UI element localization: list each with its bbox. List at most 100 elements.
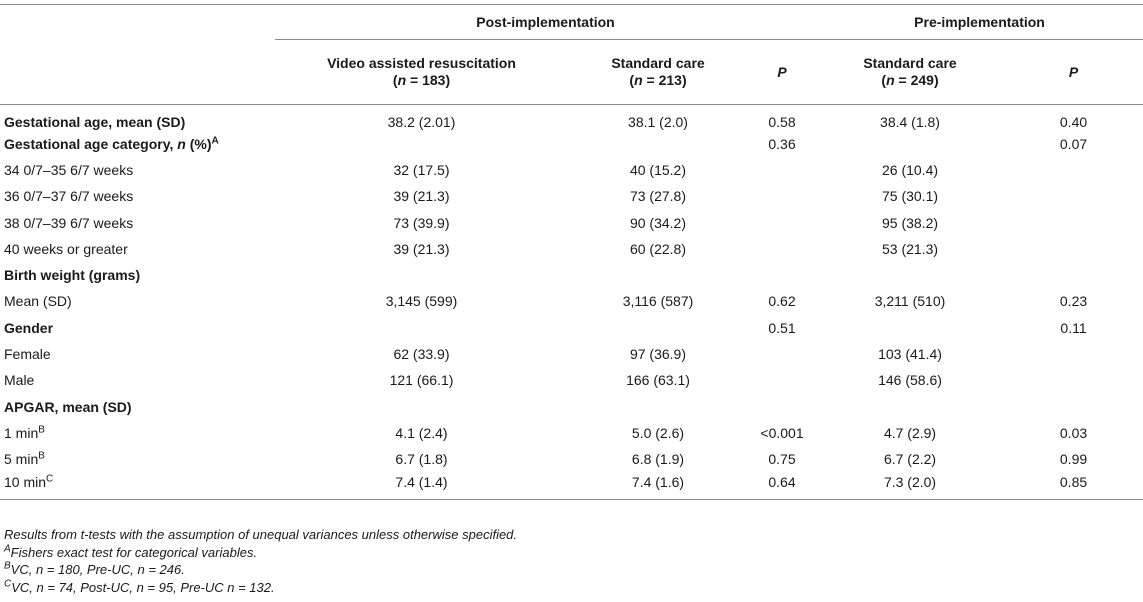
row-label-text: Male <box>4 372 35 389</box>
column-header-label: Standard care <box>863 55 957 71</box>
n-prefix: ( <box>629 72 635 88</box>
table-row: Gestational age category, n (%)A 0.36 0.07 <box>0 131 1143 157</box>
table-cell <box>748 210 816 236</box>
n-prefix: ( <box>881 72 887 88</box>
footnote-text: Results from t-tests with the assumption… <box>4 527 518 542</box>
table-cell: 103 (41.4) <box>878 346 942 363</box>
footnote: Results from t-tests with the assumption… <box>4 526 1134 544</box>
table-cell: 6.8 (1.9) <box>631 451 685 468</box>
row-label-text: Gestational age category, <box>4 135 178 152</box>
table-cell: 0.23 <box>1059 293 1088 310</box>
table-cell: 0.58 <box>768 114 796 130</box>
header-label-blank <box>0 39 275 105</box>
row-label-text: 36 0/7–37 6/7 weeks <box>4 188 134 205</box>
row-label: Mean (SD) <box>0 289 275 315</box>
row-label-text: 10 min <box>4 474 47 491</box>
n-suffix: = 183) <box>406 72 451 88</box>
row-label-var: n <box>177 135 186 152</box>
column-header-post-standard: Standard care (n = 213) <box>568 39 748 105</box>
table-cell: 6.7 (1.8) <box>395 451 448 468</box>
table-cell: 73 (39.9) <box>393 214 450 231</box>
row-label: Gestational age, mean (SD) <box>0 105 275 132</box>
table-cell: 0.51 <box>768 319 796 336</box>
row-label-text: 5 min <box>4 451 39 468</box>
footnote-marker: C <box>46 473 54 485</box>
table-cell: 0.62 <box>768 293 796 310</box>
row-label-text: (%) <box>185 135 212 152</box>
table-cell <box>1004 184 1143 210</box>
row-label-text: 40 weeks or greater <box>4 240 128 257</box>
table-cell: 7.3 (2.0) <box>816 472 1005 500</box>
table-cell: 0.40 <box>1059 114 1088 130</box>
table-footnotes: Results from t-tests with the assumption… <box>4 526 1134 596</box>
footnote-text: Fishers exact test for categorical varia… <box>10 544 258 560</box>
column-header-video: Video assisted resuscitation (n = 183) <box>275 39 568 105</box>
table-cell: 7.4 (1.6) <box>568 472 748 500</box>
column-header-pre-p: P <box>1004 39 1143 105</box>
table-cell <box>748 262 816 288</box>
row-label: Birth weight (grams) <box>0 262 275 288</box>
table-cell: 39 (21.3) <box>393 240 450 257</box>
table-cell: 5.0 (2.6) <box>631 424 685 441</box>
table-cell: 0.75 <box>768 451 796 468</box>
row-label-text: Gestational age, mean (SD) <box>4 114 186 130</box>
row-label-text: 1 min <box>4 424 39 441</box>
table-cell <box>748 184 816 210</box>
table-cell: 39 (21.3) <box>393 188 450 205</box>
table-cell: 0.64 <box>748 472 817 500</box>
n-var: n <box>634 72 643 88</box>
row-label: 36 0/7–37 6/7 weeks <box>0 184 275 210</box>
footnote-marker: A <box>211 134 219 146</box>
table-cell <box>1004 262 1143 288</box>
row-label: 10 minC <box>0 472 275 500</box>
demographics-table: Post-implementation Pre-implementation V… <box>0 4 1143 500</box>
table-cell <box>1004 210 1143 236</box>
table-cell <box>748 341 816 367</box>
table-row: 5 minB 6.7 (1.8) 6.8 (1.9) 0.75 6.7 (2.2) 0.9… <box>0 447 1143 473</box>
table-row: 1 minB 4.1 (2.4) 5.0 (2.6) <0.001 4.7 (2.9) 0… <box>0 420 1143 446</box>
n-suffix: = 213) <box>642 72 687 88</box>
table-cell: 32 (17.5) <box>393 161 450 178</box>
row-label: 1 minB <box>0 420 275 446</box>
table-cell: 3,116 (587) <box>622 293 694 310</box>
table-cell: 26 (10.4) <box>881 161 939 178</box>
column-header-label: Video assisted resuscitation <box>327 55 516 71</box>
table-cell <box>816 262 1004 288</box>
row-label: Female <box>0 341 275 367</box>
footnote-marker: B <box>4 560 11 572</box>
row-label: Male <box>0 368 275 394</box>
table-cell <box>275 262 568 288</box>
table-cell: 166 (63.1) <box>626 372 690 389</box>
row-label: Gestational age category, n (%)A <box>0 131 275 157</box>
footnote-text: VC, n = 180, Pre-UC, n = 246. <box>10 562 185 577</box>
table-row: Mean (SD) 3,145 (599) 3,116 (587) 0.62 3,211… <box>0 289 1143 315</box>
table-body: Gestational age, mean (SD) 38.2 (2.01) 38.… <box>0 105 1143 500</box>
footnote: AFishers exact test for categorical vari… <box>4 544 1134 562</box>
table-cell <box>1004 368 1143 394</box>
table-cell: 62 (33.9) <box>393 346 450 363</box>
table-cell <box>816 315 1004 341</box>
table-cell <box>816 394 1004 420</box>
table-cell: 146 (58.6) <box>878 372 942 389</box>
table-cell: 0.03 <box>1059 424 1088 441</box>
row-label-text: Gender <box>4 319 54 336</box>
table-cell: 0.36 <box>768 135 796 152</box>
n-suffix: = 249) <box>894 72 939 88</box>
table-cell: 40 (15.2) <box>629 161 687 178</box>
group-header-row: Post-implementation Pre-implementation <box>0 4 1143 40</box>
column-header-label: Standard care <box>611 55 705 71</box>
footnote-marker: B <box>38 424 45 436</box>
table-cell <box>568 131 748 157</box>
table-cell: 121 (66.1) <box>389 372 454 389</box>
table-cell: 60 (22.8) <box>629 240 687 257</box>
n-prefix: ( <box>392 72 398 88</box>
table-row: 40 weeks or greater 39 (21.3) 60 (22.8) 53 … <box>0 236 1143 262</box>
table-cell <box>748 394 816 420</box>
table-cell: 53 (21.3) <box>881 240 939 257</box>
table-cell: 95 (38.2) <box>881 214 939 231</box>
table-row: Gender 0.51 0.11 <box>0 315 1143 341</box>
group-header-post: Post-implementation <box>275 4 817 40</box>
n-var: n <box>397 72 407 88</box>
row-label: 38 0/7–39 6/7 weeks <box>0 210 275 236</box>
footnote-text: VC, n = 74, Post-UC, n = 95, Pre-UC n = … <box>11 579 275 595</box>
